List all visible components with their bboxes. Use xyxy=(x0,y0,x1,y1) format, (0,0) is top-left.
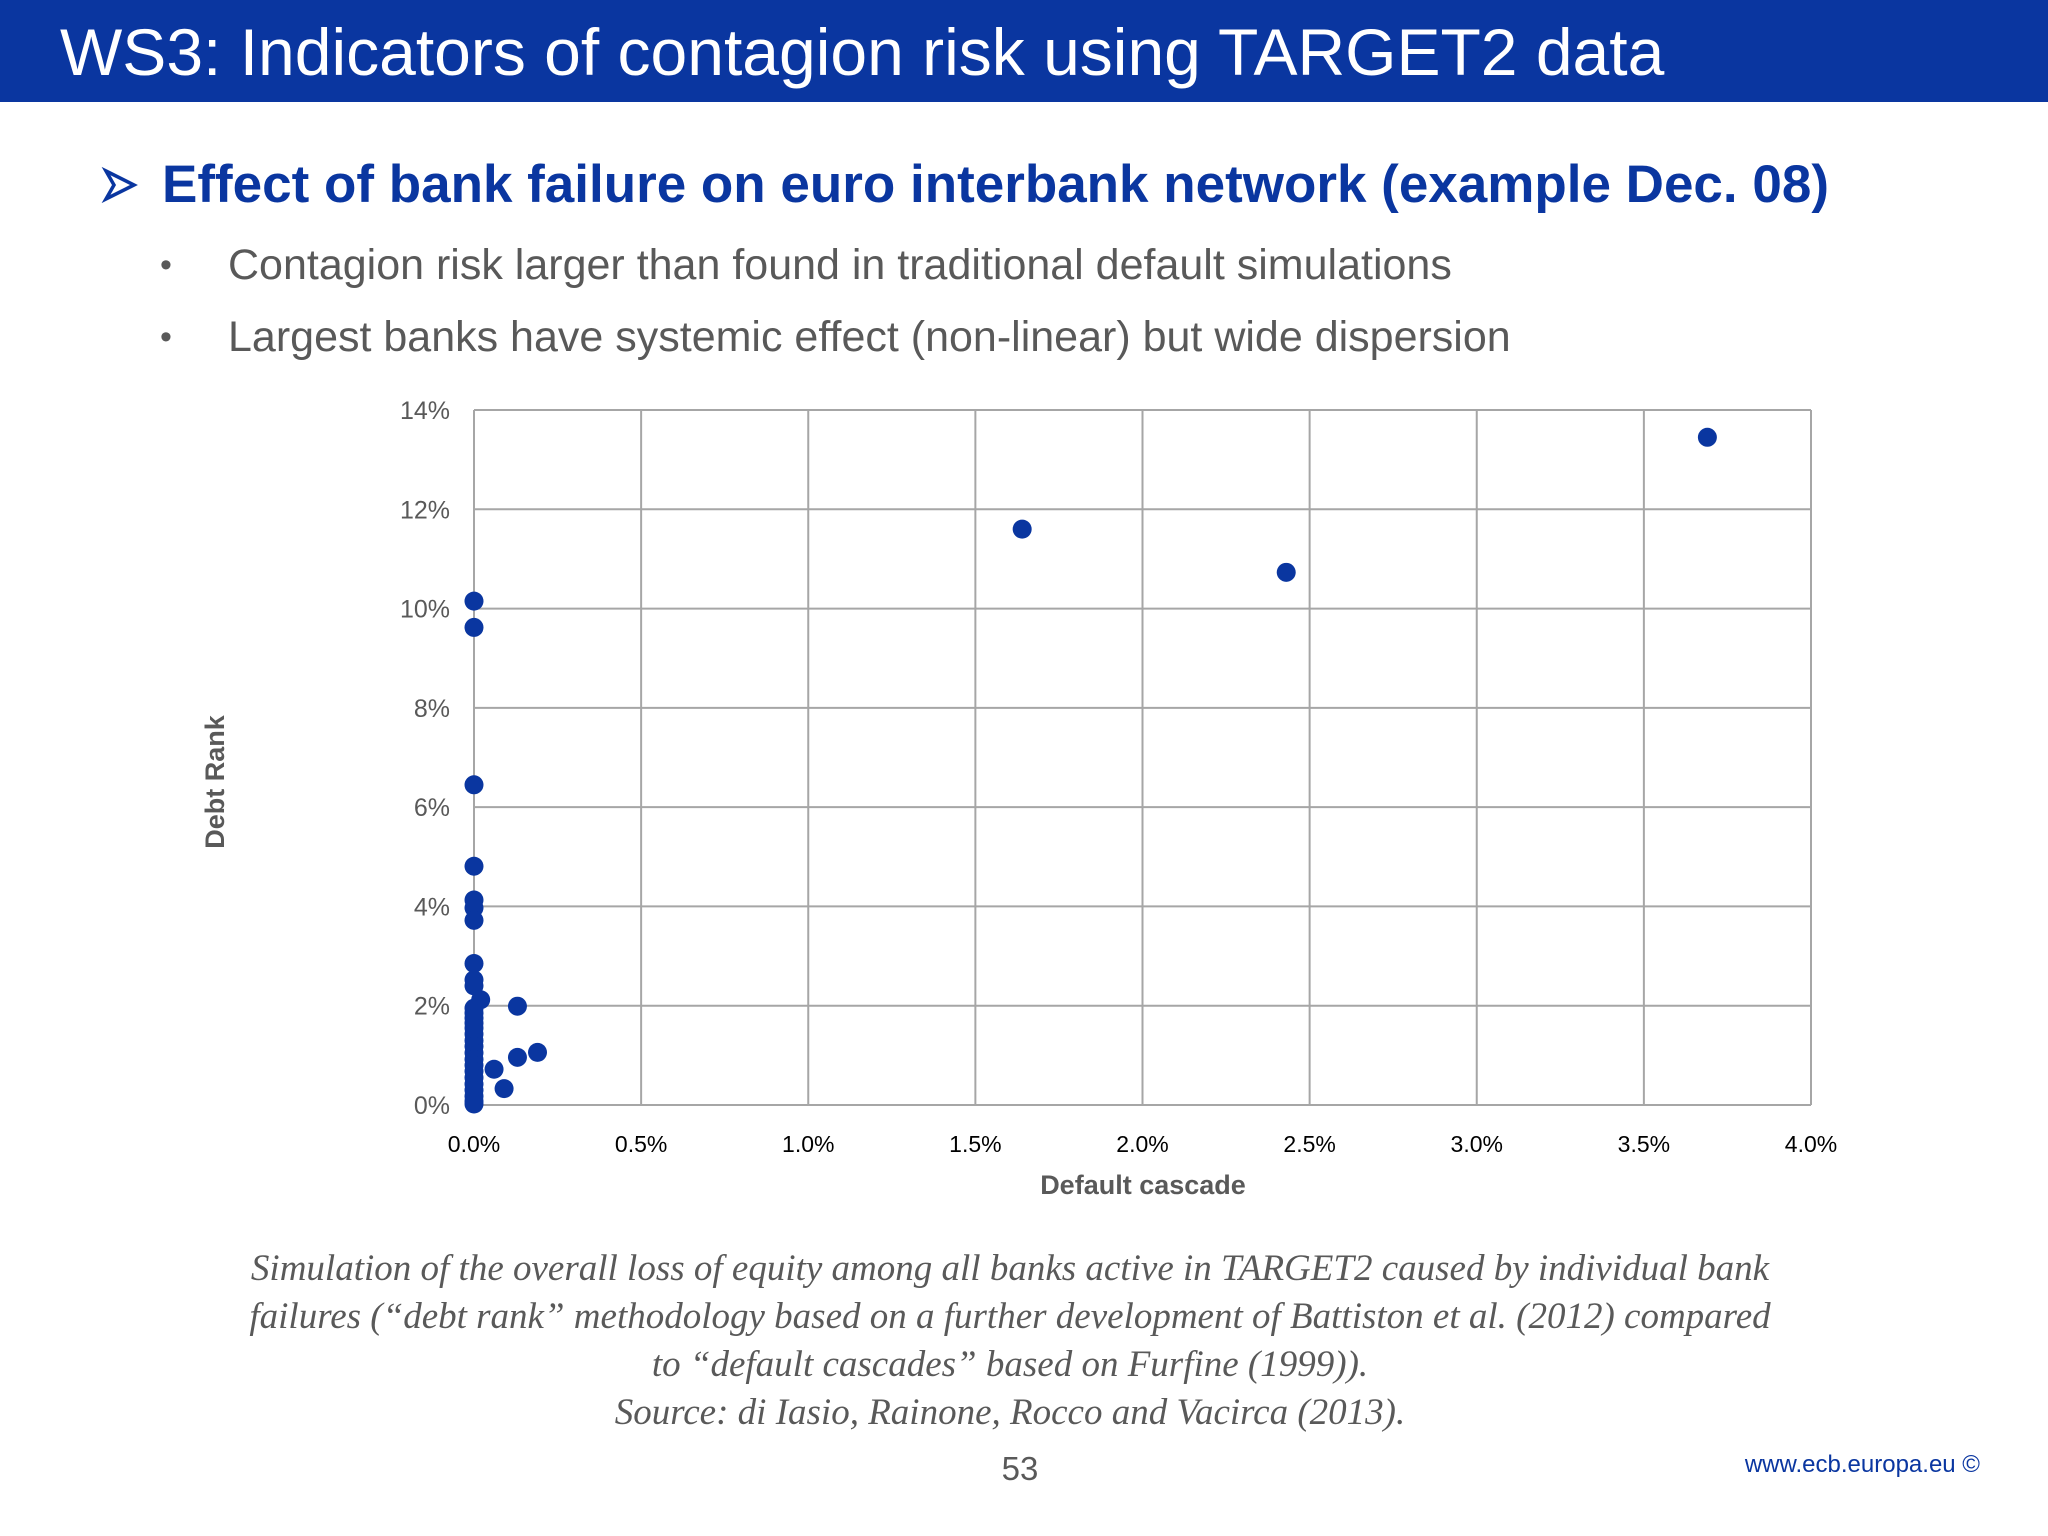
title-bar: WS3: Indicators of contagion risk using … xyxy=(0,0,2048,102)
x-tick-label: 2.5% xyxy=(1283,1131,1335,1157)
bullet-dot-icon: • xyxy=(160,317,172,356)
x-tick-label: 0.5% xyxy=(615,1131,667,1157)
data-point xyxy=(464,617,484,637)
data-point xyxy=(464,591,484,611)
y-tick-label: 6% xyxy=(414,794,450,822)
caption-line: Simulation of the overall loss of equity… xyxy=(250,1248,1770,1289)
y-axis-label: Debt Rank xyxy=(200,714,230,849)
bullet-text: Largest banks have systemic effect (non-… xyxy=(228,312,1511,361)
x-tick-label: 1.5% xyxy=(949,1131,1001,1157)
y-tick-label: 8% xyxy=(414,695,450,723)
x-tick-label: 4.0% xyxy=(1785,1131,1837,1157)
data-point xyxy=(464,1094,484,1114)
y-tick-label: 2% xyxy=(414,993,450,1021)
y-tick-label: 10% xyxy=(400,596,450,624)
data-point xyxy=(507,996,527,1016)
bullet-item: • Contagion risk larger than found in tr… xyxy=(160,237,1452,293)
data-point xyxy=(464,856,484,876)
arrow-icon xyxy=(101,166,138,204)
x-tick-label: 2.0% xyxy=(1116,1131,1168,1157)
caption-line: Source: di Iasio, Rainone, Rocco and Vac… xyxy=(614,1392,1406,1433)
data-point xyxy=(494,1079,514,1099)
page-number: 53 xyxy=(1001,1450,1039,1487)
bullet-dot-icon: • xyxy=(160,245,172,284)
section-heading-text: Effect of bank failure on euro interbank… xyxy=(162,155,1829,214)
y-tick-label: 0% xyxy=(414,1092,450,1120)
data-points xyxy=(464,427,1717,1114)
x-tick-label: 0.0% xyxy=(448,1131,500,1157)
y-tick-label: 12% xyxy=(400,496,450,524)
x-tick-label: 1.0% xyxy=(782,1131,834,1157)
x-tick-label: 3.0% xyxy=(1451,1131,1503,1157)
bullet-text: Contagion risk larger than found in trad… xyxy=(228,240,1452,289)
y-tick-label: 14% xyxy=(400,397,450,425)
x-axis-label: Default cascade xyxy=(1040,1170,1246,1200)
caption-line: to “default cascades” based on Furfine (… xyxy=(651,1344,1369,1385)
caption-line: failures (“debt rank” methodology based … xyxy=(249,1296,1771,1337)
data-point xyxy=(1276,562,1296,582)
y-axis-ticks: 0% 2% 4% 6% 8% 10% 12% 14% xyxy=(400,397,450,1120)
bullet-item: • Largest banks have systemic effect (no… xyxy=(160,309,1511,365)
x-axis-ticks: 0.0% 0.5% 1.0% 1.5% 2.0% 2.5% 3.0% 3.5% 4.0% xyxy=(448,1131,1837,1157)
section-heading: Effect of bank failure on euro interbank… xyxy=(100,150,1829,220)
x-tick-label: 3.5% xyxy=(1618,1131,1670,1157)
figure-caption: Simulation of the overall loss of equity… xyxy=(160,1245,1860,1437)
data-point xyxy=(464,910,484,930)
scatter-chart: 0% 2% 4% 6% 8% 10% 12% 14% 0.0% 0.5% 1.0% 1.5% 2.0%… xyxy=(200,397,1837,1200)
data-point xyxy=(507,1047,527,1067)
y-tick-label: 4% xyxy=(414,893,450,921)
data-point xyxy=(464,775,484,795)
data-point xyxy=(484,1059,504,1079)
chart-grid xyxy=(473,409,1812,1106)
data-point xyxy=(464,954,484,974)
data-point xyxy=(1697,427,1717,447)
data-point xyxy=(1012,519,1032,539)
data-point xyxy=(528,1042,548,1062)
slide-title: WS3: Indicators of contagion risk using … xyxy=(60,15,1665,89)
footer-url[interactable]: www.ecb.europa.eu © xyxy=(1744,1451,1980,1478)
